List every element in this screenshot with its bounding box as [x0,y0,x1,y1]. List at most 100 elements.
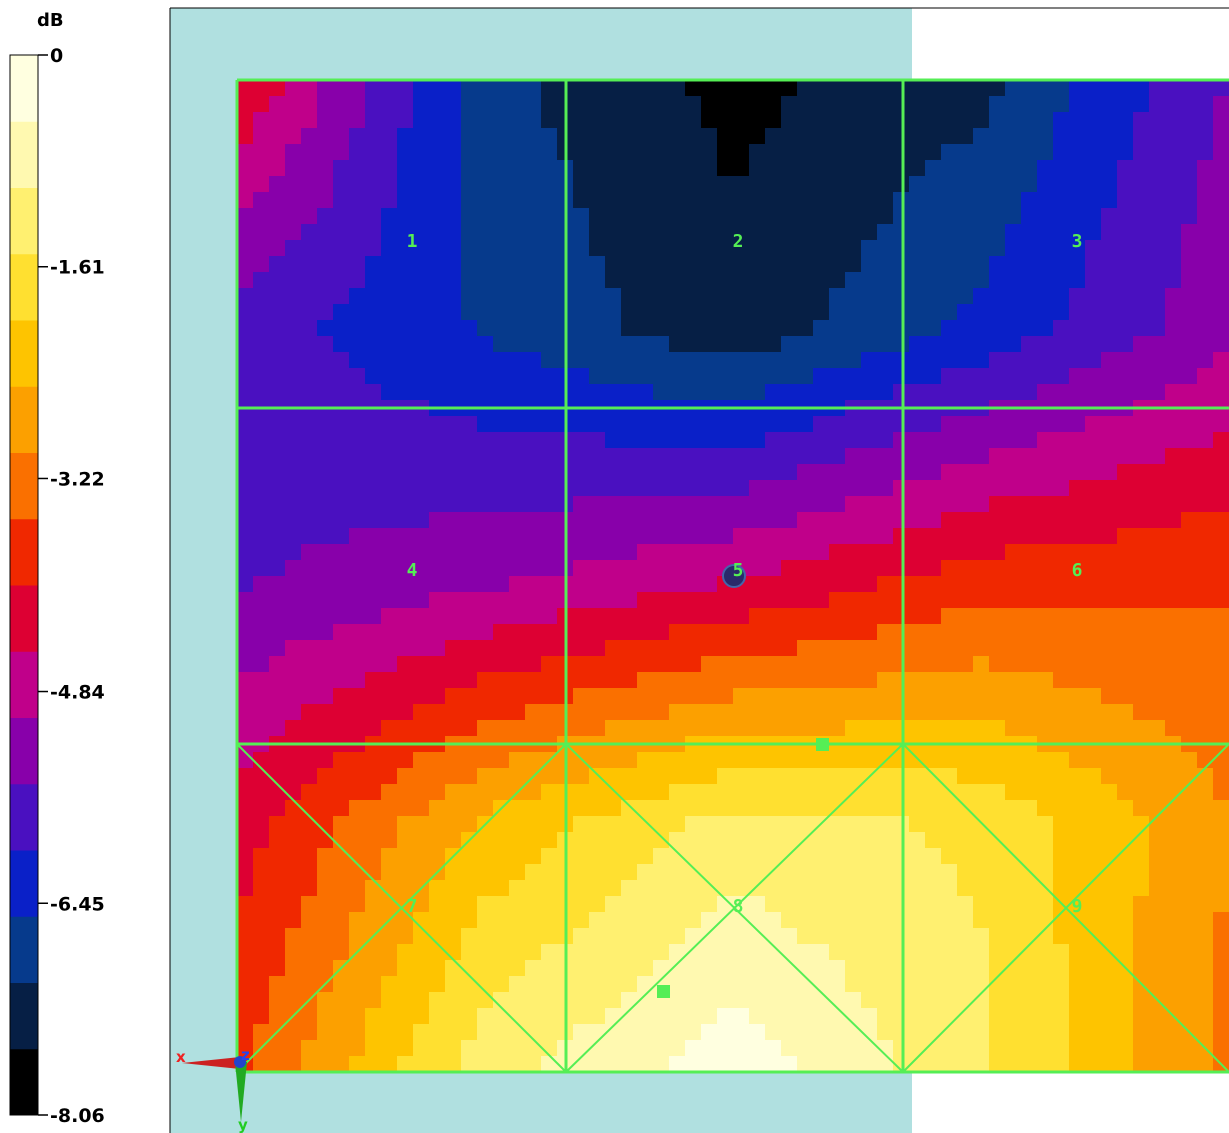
field-cell [1037,208,1054,225]
field-cell [669,112,686,129]
field-cell [237,336,254,353]
field-cell [733,1024,750,1041]
field-cell [717,720,734,737]
field-cell [429,288,446,305]
field-cell [253,160,270,177]
field-cell [893,144,910,161]
field-cell [1197,528,1214,545]
field-cell [1069,752,1086,769]
field-cell [621,480,638,497]
field-cell [349,576,366,593]
field-cell [845,256,862,273]
field-cell [477,944,494,961]
field-cell [477,464,494,481]
field-cell [813,912,830,929]
field-cell [1037,640,1054,657]
field-cell [749,848,766,865]
field-cell [765,496,782,513]
field-cell [1053,864,1070,881]
field-cell [973,800,990,817]
field-cell [349,864,366,881]
field-cell [861,528,878,545]
field-cell [461,256,478,273]
field-cell [957,1040,974,1057]
field-cell [893,432,910,449]
field-cell [861,480,878,497]
field-cell [1005,368,1022,385]
field-cell [797,704,814,721]
field-cell [973,272,990,289]
field-cell [845,320,862,337]
field-cell [429,752,446,769]
field-cell [525,880,542,897]
field-cell [1197,576,1214,593]
field-cell [1117,720,1134,737]
field-cell [1213,848,1229,865]
field-cell [477,272,494,289]
field-cell [749,1040,766,1057]
field-cell [413,352,430,369]
field-cell [541,560,558,577]
field-cell [733,240,750,257]
field-cell [333,512,350,529]
field-cell [365,848,382,865]
field-cell [701,928,718,945]
field-cell [669,160,686,177]
field-cell [1037,592,1054,609]
field-cell [381,1056,398,1072]
field-cell [1069,800,1086,817]
field-cell [365,624,382,641]
field-cell [333,336,350,353]
field-cell [253,496,270,513]
field-cell [877,1008,894,1025]
field-cell [1213,512,1229,529]
field-cell [1133,912,1150,929]
field-cell [477,1024,494,1041]
field-cell [1213,320,1229,337]
field-cell [477,640,494,657]
field-cell [909,336,926,353]
field-cell [349,224,366,241]
field-cell [269,384,286,401]
axis-triad: xyz [176,1046,250,1133]
field-cell [765,96,782,113]
field-cell [1005,656,1022,673]
field-cell [477,96,494,113]
field-cell [685,528,702,545]
field-cell [925,368,942,385]
field-cell [269,80,286,97]
field-cell [541,928,558,945]
field-cell [829,752,846,769]
field-cell [637,880,654,897]
field-cell [525,176,542,193]
field-cell [301,784,318,801]
field-cell [717,192,734,209]
field-cell [941,672,958,689]
field-cell [925,1056,942,1072]
field-cell [749,160,766,177]
field-cell [237,224,254,241]
field-cell [461,240,478,257]
field-cell [621,560,638,577]
field-cell [829,832,846,849]
field-cell [829,976,846,993]
field-cell [845,304,862,321]
field-cell [1101,720,1118,737]
field-cell [429,816,446,833]
field-cell [429,608,446,625]
field-cell [237,128,254,145]
field-cell [813,112,830,129]
field-cell [813,832,830,849]
field-cell [845,912,862,929]
field-cell [925,640,942,657]
field-cell [493,1024,510,1041]
field-cell [397,880,414,897]
field-cell [621,160,638,177]
field-cell [989,864,1006,881]
field-cell [925,576,942,593]
field-cell [861,928,878,945]
field-cell [909,576,926,593]
field-cell [1021,128,1038,145]
field-cell [829,864,846,881]
field-cell [1213,832,1229,849]
